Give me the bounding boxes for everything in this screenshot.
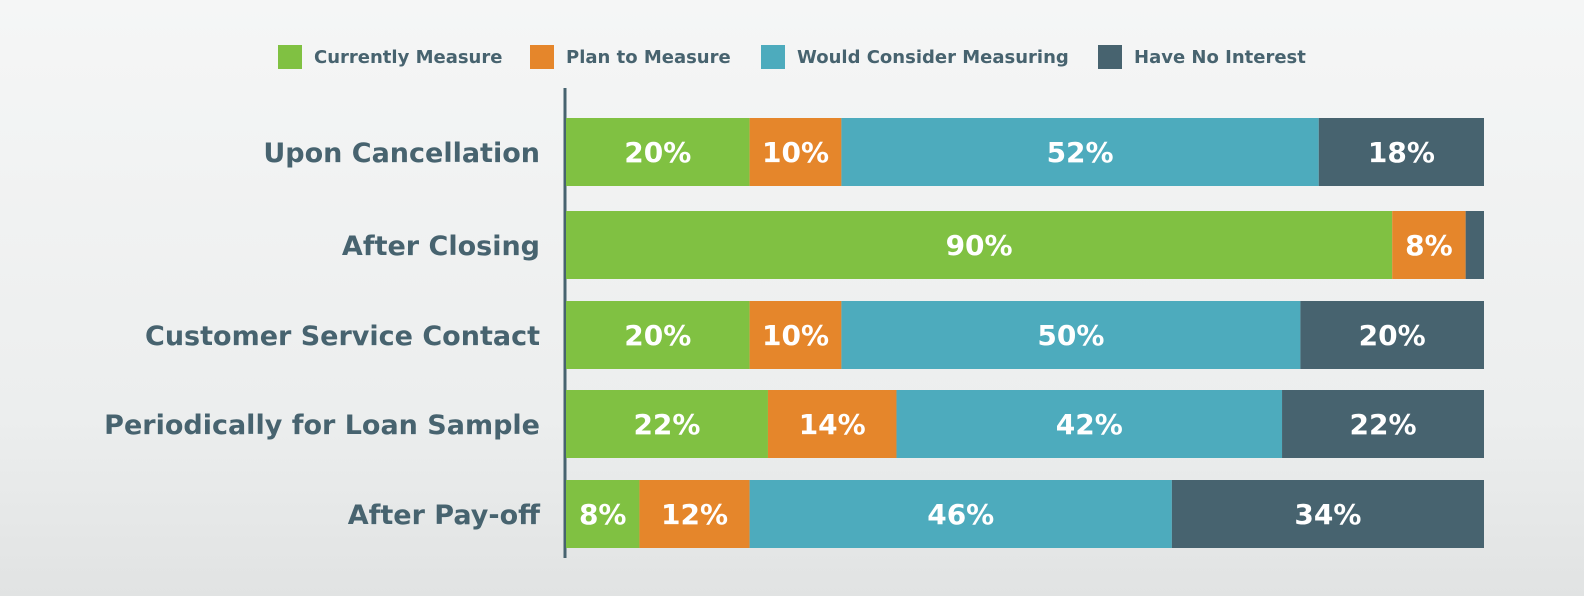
bar-periodically-for-loan-sample-currently-measure — [566, 390, 768, 458]
legend-swatch-would-consider-measuring — [761, 45, 785, 69]
bar-label-periodically-for-loan-sample-currently-measure: 22% — [633, 408, 700, 441]
bar-customer-service-contact-plan-to-measure — [749, 301, 842, 369]
chart-legend: Currently Measure Plan to Measure Would Co… — [278, 45, 1306, 69]
bar-label-after-closing-plan-to-measure: 8% — [1405, 229, 1453, 262]
category-label-periodically-for-loan-sample: Periodically for Loan Sample — [104, 410, 540, 441]
bar-upon-cancellation-would-consider-measuring — [841, 118, 1319, 186]
bar-label-customer-service-contact-currently-measure: 20% — [624, 319, 691, 352]
category-labels: Upon Cancellation After Closing Customer S… — [104, 138, 541, 531]
category-label-upon-cancellation: Upon Cancellation — [263, 138, 540, 169]
bar-upon-cancellation-plan-to-measure — [749, 118, 842, 186]
legend-label-currently-measure: Currently Measure — [314, 47, 502, 68]
bar-segments — [566, 118, 1484, 548]
bar-label-upon-cancellation-have-no-interest: 18% — [1368, 136, 1435, 169]
bar-after-closing-currently-measure — [566, 211, 1393, 279]
category-label-customer-service-contact: Customer Service Contact — [145, 321, 540, 352]
legend-swatch-have-no-interest — [1098, 45, 1122, 69]
bar-label-customer-service-contact-have-no-interest: 20% — [1359, 319, 1426, 352]
bar-label-after-pay-off-would-consider-measuring: 46% — [927, 498, 994, 531]
bar-label-customer-service-contact-plan-to-measure: 10% — [762, 319, 829, 352]
bar-customer-service-contact-would-consider-measuring — [841, 301, 1301, 369]
bar-customer-service-contact-currently-measure — [566, 301, 750, 369]
bar-periodically-for-loan-sample-have-no-interest — [1282, 390, 1484, 458]
bar-after-closing-have-no-interest — [1465, 211, 1484, 279]
category-label-after-closing: After Closing — [342, 231, 540, 262]
legend-label-have-no-interest: Have No Interest — [1134, 47, 1306, 68]
bar-label-after-pay-off-plan-to-measure: 12% — [661, 498, 728, 531]
legend-swatch-currently-measure — [278, 45, 302, 69]
bar-periodically-for-loan-sample-would-consider-measuring — [896, 390, 1283, 458]
bar-upon-cancellation-have-no-interest — [1318, 118, 1484, 186]
bar-label-periodically-for-loan-sample-have-no-interest: 22% — [1350, 408, 1417, 441]
category-label-after-pay-off: After Pay-off — [348, 500, 541, 531]
bar-after-closing-plan-to-measure — [1392, 211, 1466, 279]
bar-label-upon-cancellation-would-consider-measuring: 52% — [1047, 136, 1114, 169]
bar-customer-service-contact-have-no-interest — [1300, 301, 1484, 369]
legend-label-plan-to-measure: Plan to Measure — [566, 47, 731, 68]
bar-upon-cancellation-currently-measure — [566, 118, 750, 186]
bar-label-periodically-for-loan-sample-plan-to-measure: 14% — [799, 408, 866, 441]
bar-label-upon-cancellation-plan-to-measure: 10% — [762, 136, 829, 169]
bar-label-periodically-for-loan-sample-would-consider-measuring: 42% — [1056, 408, 1123, 441]
bar-after-pay-off-plan-to-measure — [639, 480, 750, 548]
legend-label-would-consider-measuring: Would Consider Measuring — [797, 47, 1069, 68]
bar-label-after-pay-off-currently-measure: 8% — [579, 498, 627, 531]
bar-periodically-for-loan-sample-plan-to-measure — [767, 390, 897, 458]
bar-label-after-pay-off-have-no-interest: 34% — [1294, 498, 1361, 531]
bar-after-pay-off-have-no-interest — [1171, 480, 1484, 548]
legend-swatch-plan-to-measure — [530, 45, 554, 69]
bar-value-labels: 20% 10% 52% 18% 90% 8% 20% 10% 50% 20% 22% 14% 42% 22… — [579, 136, 1453, 531]
bar-label-customer-service-contact-would-consider-measuring: 50% — [1037, 319, 1104, 352]
bar-after-pay-off-would-consider-measuring — [749, 480, 1172, 548]
bar-label-upon-cancellation-currently-measure: 20% — [624, 136, 691, 169]
bar-label-after-closing-currently-measure: 90% — [946, 229, 1013, 262]
bar-after-pay-off-currently-measure — [566, 480, 640, 548]
